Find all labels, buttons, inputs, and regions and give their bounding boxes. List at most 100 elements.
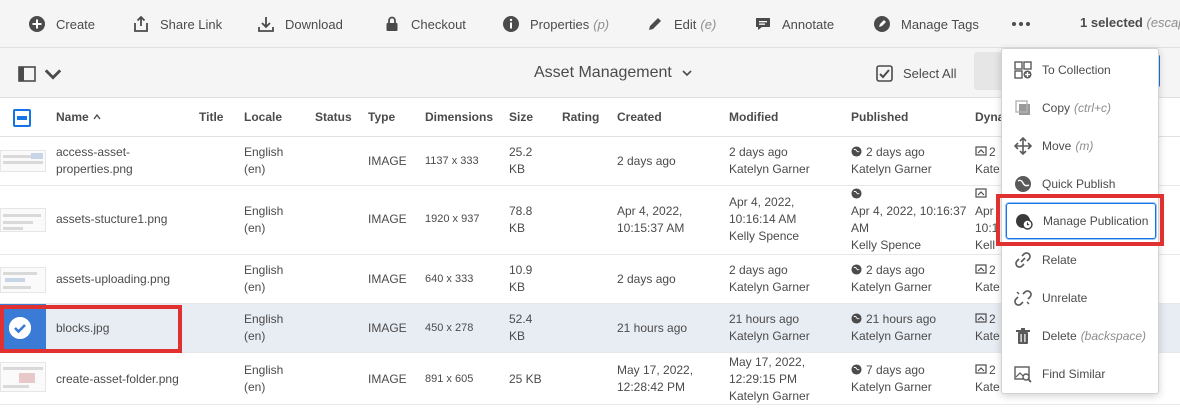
create-button[interactable]: Create	[28, 0, 95, 48]
asset-name[interactable]: assets-uploading.png	[56, 272, 171, 286]
dynamic-media-icon	[975, 146, 987, 156]
download-button[interactable]: Download	[257, 0, 343, 48]
row-checkbox[interactable]	[9, 317, 31, 339]
column-header-locale[interactable]: Locale	[244, 110, 283, 124]
asset-type: IMAGE	[368, 321, 407, 335]
menu-item-find-similar[interactable]: Find Similar	[1002, 355, 1160, 393]
share-link-button[interactable]: Share Link	[132, 0, 222, 48]
menu-item-quick-publish[interactable]: Quick Publish	[1002, 165, 1160, 203]
asset-name[interactable]: create-asset-folder.png	[56, 372, 179, 386]
table-row-selected[interactable]: blocks.jpg English (en) IMAGE 450 x 278 5…	[0, 304, 1180, 353]
asset-created: 2 days ago	[617, 154, 676, 168]
edit-button[interactable]: Edit (e)	[646, 0, 716, 48]
share-link-label: Share Link	[160, 16, 223, 32]
asset-type: IMAGE	[368, 372, 407, 386]
table-row[interactable]: assets-uploading.png English (en) IMAGE 6…	[0, 255, 1180, 304]
table-row[interactable]: create-asset-folder.png English (en) IMAG…	[0, 353, 1180, 405]
column-header-published[interactable]: Published	[851, 110, 909, 124]
annotate-label: Annotate	[782, 16, 835, 32]
asset-published: 21 hours ago Katelyn Garner	[851, 312, 937, 343]
checkmark-circle-icon	[9, 317, 31, 339]
page-title[interactable]: Asset Management	[534, 64, 692, 82]
dynamic-media-icon	[975, 188, 987, 198]
add-to-collection-icon	[1014, 61, 1032, 79]
menu-item-manage-publication[interactable]: Manage Publication	[1006, 203, 1156, 239]
plus-circle-icon	[29, 16, 45, 32]
asset-dynamic: 2 Kate	[975, 263, 1000, 294]
asset-locale: English (en)	[244, 145, 284, 176]
edit-label: Edit	[674, 16, 697, 32]
download-icon	[258, 17, 274, 32]
trash-icon	[1016, 328, 1030, 344]
pencil-icon	[649, 18, 661, 30]
more-actions-menu: To Collection Copy (ctrl+c) Move (m) Quick…	[1001, 48, 1159, 394]
select-all-button[interactable]: Select All	[876, 65, 956, 82]
share-icon	[134, 15, 148, 32]
dynamic-media-icon	[975, 264, 987, 274]
select-all-checkbox[interactable]	[13, 109, 31, 127]
table-row[interactable]: assets-stucture1.png English (en) IMAGE 1…	[0, 186, 1180, 255]
select-all-label: Select All	[903, 66, 957, 81]
column-header-size[interactable]: Size	[509, 110, 534, 124]
asset-name[interactable]: assets-stucture1.png	[56, 212, 168, 226]
column-header-type[interactable]: Type	[368, 110, 396, 124]
menu-item-label: Quick Publish	[1042, 177, 1116, 191]
asset-name[interactable]: blocks.jpg	[56, 321, 110, 335]
asset-size: 10.9 KB	[509, 263, 533, 294]
asset-dimensions: 1920 x 937	[425, 213, 480, 225]
info-icon	[503, 16, 519, 32]
properties-button[interactable]: Properties (p)	[502, 0, 609, 48]
page-title-label: Asset Management	[534, 64, 672, 81]
table-header: Name Title Locale Status Type Dimensions…	[0, 98, 1180, 137]
asset-published: Apr 4, 2022, 10:16:37 AM Kelly Spence	[851, 186, 966, 254]
table-row[interactable]: access-asset-properties.png English (en) …	[0, 137, 1180, 186]
column-header-title[interactable]: Title	[199, 110, 224, 124]
globe-icon	[851, 313, 862, 324]
asset-name[interactable]: access-asset-properties.png	[56, 145, 133, 176]
asset-dynamic: 2 Kate	[975, 363, 1000, 394]
annotate-button[interactable]: Annotate	[754, 0, 834, 48]
asset-dimensions: 891 x 605	[425, 373, 474, 385]
asset-modified: 2 days ago Katelyn Garner	[729, 145, 810, 176]
menu-item-hint: (ctrl+c)	[1074, 101, 1112, 115]
selection-count[interactable]: 1 selected (escap	[1080, 15, 1180, 30]
manage-tags-label: Manage Tags	[901, 16, 979, 32]
asset-thumbnail	[0, 150, 46, 172]
checkout-button[interactable]: Checkout	[383, 0, 466, 48]
download-icon-partial[interactable]	[974, 52, 1004, 90]
asset-thumbnail	[0, 267, 46, 293]
asset-thumbnail	[0, 208, 46, 232]
image-search-icon	[1014, 366, 1032, 383]
column-header-modified[interactable]: Modified	[729, 110, 779, 124]
menu-item-unrelate[interactable]: Unrelate	[1002, 279, 1160, 317]
menu-item-move[interactable]: Move (m)	[1002, 127, 1160, 165]
globe-icon	[851, 146, 862, 157]
sort-ascending-icon	[93, 113, 101, 120]
menu-item-to-collection[interactable]: To Collection	[1002, 51, 1160, 89]
properties-hint: (p)	[593, 16, 610, 32]
menu-item-delete[interactable]: Delete (backspace)	[1002, 317, 1160, 355]
column-header-status[interactable]: Status	[315, 110, 352, 124]
manage-tags-button[interactable]: Manage Tags	[873, 0, 979, 48]
asset-modified: Apr 4, 2022, 10:16:14 AM Kelly Spence	[729, 195, 800, 243]
column-header-dimensions[interactable]: Dimensions	[425, 110, 494, 124]
unlink-icon	[1014, 290, 1032, 306]
asset-modified: 2 days ago Katelyn Garner	[729, 263, 810, 294]
menu-item-copy[interactable]: Copy (ctrl+c)	[1002, 89, 1160, 127]
column-header-created[interactable]: Created	[617, 110, 662, 124]
dynamic-media-icon	[975, 364, 987, 374]
column-header-name[interactable]: Name	[56, 110, 101, 124]
column-header-rating[interactable]: Rating	[562, 110, 600, 124]
rail-toggle-button[interactable]	[18, 66, 62, 82]
column-header-dynamic[interactable]: Dyna	[975, 110, 1005, 124]
asset-size: 78.8 KB	[509, 204, 533, 235]
asset-dimensions: 1137 x 333	[425, 155, 479, 167]
asset-table: Name Title Locale Status Type Dimensions…	[0, 98, 1180, 405]
more-actions-icon[interactable]	[1012, 15, 1030, 33]
copy-icon	[1015, 100, 1030, 115]
menu-item-relate[interactable]: Relate	[1002, 241, 1160, 279]
chevron-down-icon	[44, 69, 62, 80]
menu-item-label: Delete	[1042, 329, 1077, 343]
asset-locale: English (en)	[244, 204, 284, 235]
edit-hint: (e)	[700, 16, 717, 32]
